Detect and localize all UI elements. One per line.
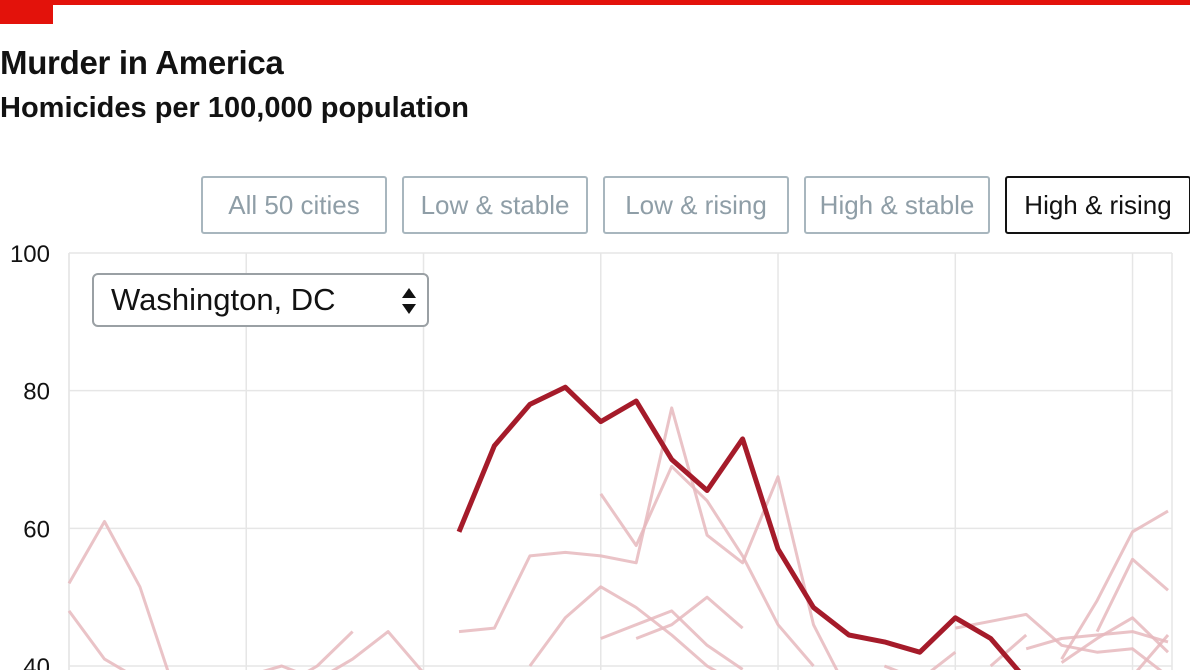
highlighted-city-line[interactable] xyxy=(456,384,1026,670)
city-series-line[interactable] xyxy=(989,633,1028,668)
grid-lines xyxy=(68,252,1173,670)
chart-title: Murder in America xyxy=(0,44,284,81)
background-series xyxy=(67,406,1170,670)
y-axis-ticks: 100 80 60 40 xyxy=(10,241,50,670)
city-series-line[interactable] xyxy=(246,630,423,670)
y-tick-label: 100 xyxy=(10,241,50,268)
y-tick-label: 60 xyxy=(23,516,50,543)
city-select-dropdown[interactable]: Washington, DC xyxy=(92,273,429,327)
y-tick-label: 80 xyxy=(23,379,50,406)
top-accent-rule xyxy=(0,0,1190,5)
filter-button-group: All 50 cities Low & stable Low & rising … xyxy=(201,176,1190,234)
city-series-line[interactable] xyxy=(528,585,743,670)
city-series-line[interactable] xyxy=(67,610,140,670)
filter-low-stable-button[interactable]: Low & stable xyxy=(402,176,588,234)
city-series-line[interactable] xyxy=(635,595,744,640)
city-series-line[interactable] xyxy=(1025,630,1169,651)
city-series-line[interactable] xyxy=(883,616,1170,670)
filter-high-rising-button[interactable]: High & rising xyxy=(1005,176,1190,234)
y-tick-label: 40 xyxy=(23,654,50,670)
highlight-series xyxy=(456,384,1026,670)
city-select-value: Washington, DC xyxy=(111,282,336,317)
chart-subtitle: Homicides per 100,000 population xyxy=(0,92,469,124)
city-series-line[interactable] xyxy=(599,464,815,667)
filter-all-50-cities-button[interactable]: All 50 cities xyxy=(201,176,387,234)
top-accent-tag xyxy=(0,0,53,24)
city-series-line[interactable] xyxy=(1060,509,1169,660)
city-series-line[interactable] xyxy=(600,609,744,670)
city-series-line[interactable] xyxy=(1133,634,1170,670)
city-series-line[interactable] xyxy=(282,406,849,670)
sort-arrows-icon xyxy=(402,288,416,314)
city-series-line[interactable] xyxy=(1095,557,1169,633)
filter-low-rising-button[interactable]: Low & rising xyxy=(603,176,789,234)
filter-high-stable-button[interactable]: High & stable xyxy=(804,176,990,234)
city-series-line[interactable] xyxy=(67,520,175,670)
city-series-line[interactable] xyxy=(955,612,1168,670)
